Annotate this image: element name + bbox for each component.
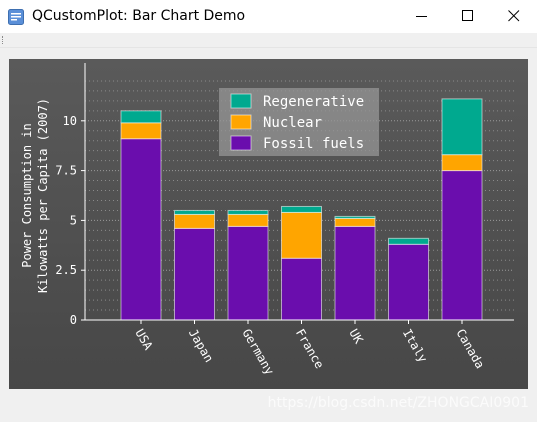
bar-segment: [441, 154, 483, 172]
bar-segment: [120, 122, 162, 140]
bar-segment: [227, 213, 269, 227]
legend-swatch: [230, 135, 252, 151]
bar-segment: [120, 110, 162, 124]
y-tick-label: 5: [70, 213, 77, 227]
close-icon: [508, 10, 520, 22]
y-tick-label: 0: [70, 313, 77, 327]
x-tick-label: France: [293, 327, 327, 372]
window-title: QCustomPlot: Bar Chart Demo: [32, 8, 246, 24]
bar-segment: [174, 227, 215, 321]
y-tick-label: 7.5: [55, 164, 77, 178]
minimize-icon: [416, 16, 427, 17]
bar-segment: [388, 237, 429, 245]
x-tick-label: Germany: [239, 327, 276, 378]
maximize-button[interactable]: [445, 0, 491, 33]
bar-segment: [227, 209, 269, 215]
bar-segment: [441, 170, 483, 321]
bar-segment: [334, 217, 376, 227]
minimize-button[interactable]: [399, 0, 445, 33]
bar-chart[interactable]: 0 2.5 5 7.5 10 USA Japan Germany France UK Italy Ca…: [9, 59, 528, 389]
watermark: https://blog.csdn.net/ZHONGCAI0901: [267, 395, 529, 411]
y-axis-label-line: Kilowatts per Capita (2007): [36, 98, 50, 293]
app-icon: [8, 9, 24, 25]
x-tick-label: USA: [132, 327, 155, 353]
x-tick-label: UK: [346, 327, 366, 347]
x-tick-label: Italy: [400, 327, 430, 365]
y-axis-label-line: Power Consumption in: [20, 123, 34, 268]
bar-segment: [334, 215, 376, 219]
x-tick-label: Japan: [186, 327, 216, 365]
y-axis-label: Power Consumption in Kilowatts per Capita…: [20, 98, 50, 293]
legend-swatch: [230, 114, 252, 130]
legend-label: Regenerative: [263, 94, 364, 110]
bar-segment: [174, 213, 215, 229]
legend-swatch: [230, 93, 252, 109]
bar-segment: [334, 225, 376, 321]
bar-segment: [281, 257, 322, 321]
bar-segment: [281, 205, 322, 213]
bar-segment: [174, 209, 215, 215]
plot-area[interactable]: 0 2.5 5 7.5 10 USA Japan Germany France UK Italy Ca…: [9, 59, 528, 389]
legend-label: Fossil fuels: [263, 136, 364, 152]
y-tick-label: 10: [63, 114, 77, 128]
bar-segment: [388, 243, 429, 321]
maximize-icon: [462, 10, 473, 21]
title-bar: QCustomPlot: Bar Chart Demo: [0, 0, 537, 33]
x-tick-label: Canada: [453, 327, 487, 372]
bar-segment: [227, 225, 269, 321]
bar-segment: [281, 211, 322, 259]
y-tick-label: 2.5: [55, 263, 77, 277]
toolbar-grip[interactable]: [0, 33, 537, 48]
bar-segment: [120, 138, 162, 321]
bar-segment: [441, 98, 483, 156]
close-button[interactable]: [491, 0, 537, 33]
legend-label: Nuclear: [263, 115, 322, 131]
